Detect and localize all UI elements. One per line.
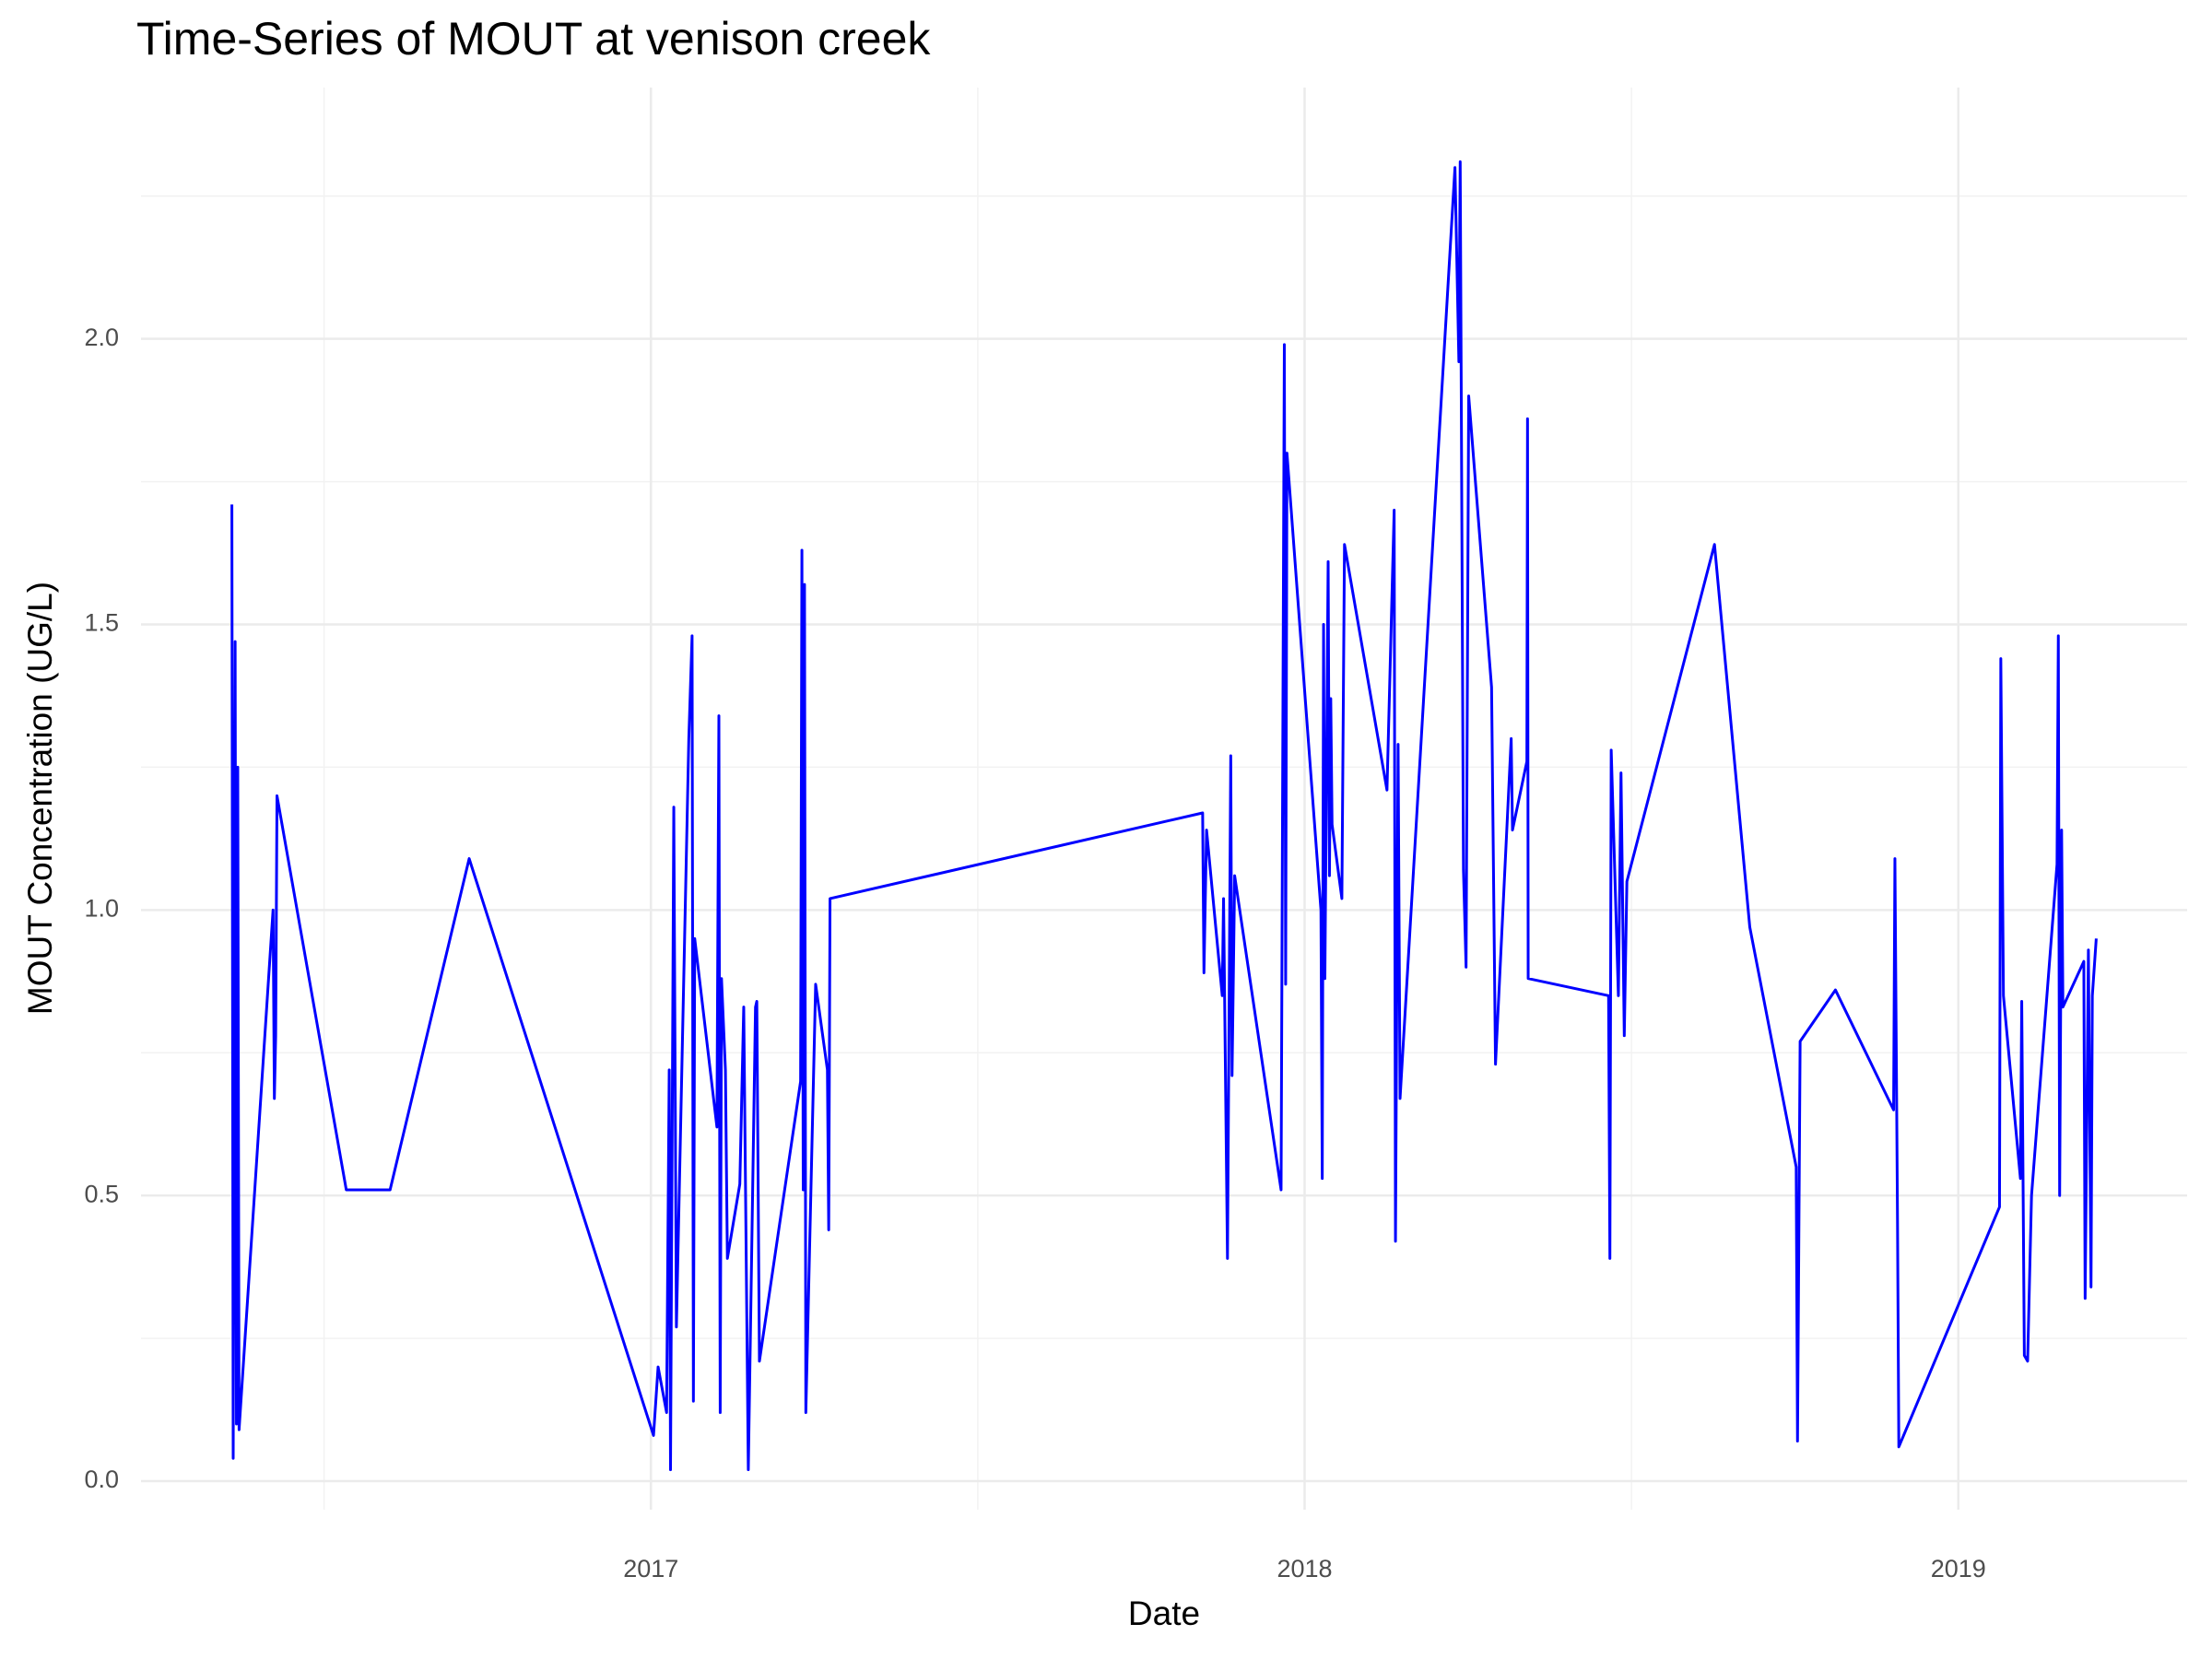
y-axis-title: MOUT Concentration (UG/L) xyxy=(21,582,59,1015)
plot xyxy=(230,160,2098,1472)
y-tick-label: 0.0 xyxy=(84,1465,119,1493)
x-tick-label: 2018 xyxy=(1277,1555,1332,1583)
y-tick-label: 0.5 xyxy=(84,1180,119,1207)
x-tick-label: 2019 xyxy=(1931,1555,1986,1583)
x-axis-title: Date xyxy=(1128,1594,1200,1632)
y-tick-label: 2.0 xyxy=(84,324,119,351)
y-tick-label: 1.5 xyxy=(84,609,119,637)
grid xyxy=(141,88,2187,1510)
chart-title: Time-Series of MOUT at venison creek xyxy=(136,13,931,65)
x-tick-label: 2017 xyxy=(623,1555,678,1583)
data-line xyxy=(230,160,2098,1472)
y-tick-label: 1.0 xyxy=(84,894,119,922)
